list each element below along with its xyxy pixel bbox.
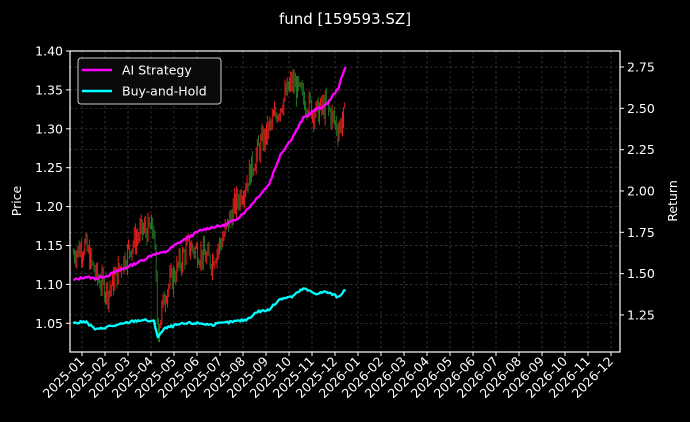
ai-strategy-line (73, 66, 347, 281)
y-left-tick-label: 1.20 (35, 199, 63, 214)
price-candles (72, 69, 346, 343)
legend-label-ai-strategy: AI Strategy (122, 63, 192, 78)
legend-label-buy-and-hold: Buy-and-Hold (122, 84, 207, 99)
y-axis-left: 1.05 1.10 1.15 1.20 1.25 1.30 1.35 1.40 (35, 44, 70, 331)
y-left-tick-label: 1.10 (35, 277, 63, 292)
y-right-tick-label: 1.50 (627, 266, 655, 281)
y-left-tick-label: 1.35 (35, 82, 63, 97)
chart-title: fund [159593.SZ] (279, 10, 411, 28)
legend: AI Strategy Buy-and-Hold (77, 57, 222, 105)
y-axis-left-label: Price (9, 185, 24, 216)
y-right-tick-label: 1.25 (627, 307, 655, 322)
y-right-tick-label: 2.75 (627, 60, 655, 75)
y-left-tick-label: 1.40 (35, 44, 63, 59)
y-left-tick-label: 1.30 (35, 121, 63, 136)
y-right-tick-label: 2.50 (627, 101, 655, 116)
buy-and-hold-line (72, 287, 346, 339)
y-left-tick-label: 1.15 (35, 238, 63, 253)
y-right-tick-label: 2.25 (627, 142, 655, 157)
y-axis-right-label: Return (665, 180, 680, 221)
legend-box (77, 57, 222, 105)
plot-frame (69, 50, 621, 353)
y-right-tick-label: 1.75 (627, 225, 655, 240)
series-lines (72, 66, 347, 339)
y-right-tick-label: 2.00 (627, 183, 655, 198)
y-left-tick-label: 1.05 (35, 316, 63, 331)
y-axis-right: 1.25 1.50 1.75 2.00 2.25 2.50 2.75 (620, 60, 655, 322)
y-left-tick-label: 1.25 (35, 160, 63, 175)
